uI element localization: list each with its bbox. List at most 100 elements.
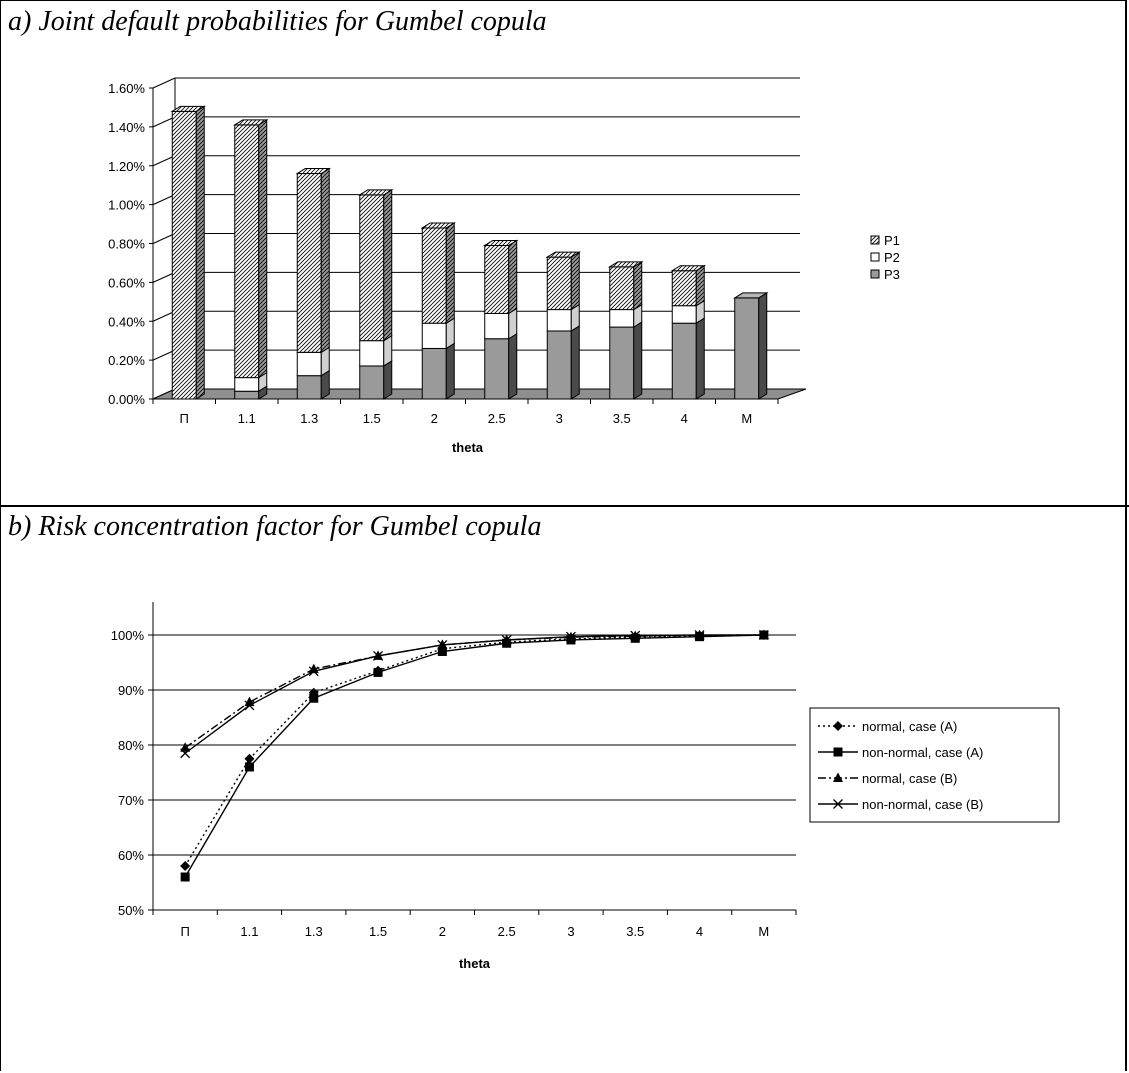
- bar-group: [545, 251, 581, 400]
- bar-top: [733, 292, 769, 299]
- point-x-b: [180, 748, 191, 759]
- x-tick-label: 3: [556, 411, 563, 426]
- y-tick-label: 60%: [118, 848, 144, 863]
- legend-box: [809, 707, 1060, 823]
- x-tick-label: 3.5: [626, 924, 644, 939]
- series-0: [180, 630, 769, 871]
- y-tick-label: 1.20%: [108, 159, 145, 174]
- bar-p1: [484, 244, 510, 314]
- point-x: [565, 631, 576, 642]
- x-tick-label: 1.5: [363, 411, 381, 426]
- x-tick-label: 2: [431, 411, 438, 426]
- bar-group: [233, 119, 269, 400]
- chart-b-risk-concentration: 50% 60% 70% 80% 90% 100% Π 1.1 1.3 1.5 2 2.5 3 3.5 4 Mt…: [111, 602, 1060, 971]
- point-triangle: [180, 742, 191, 752]
- legend-label: normal, case (A): [862, 719, 957, 734]
- bar-p3: [671, 322, 697, 400]
- bar-p3-side: [758, 292, 768, 400]
- bar-group: [733, 292, 769, 400]
- legend-label-p1: P1: [884, 233, 900, 248]
- panel-a-title: a) Joint default probabilities for Gumbe…: [8, 6, 547, 37]
- point-x: [373, 650, 384, 661]
- y-tick-label: 0.40%: [108, 314, 145, 329]
- bar-top: [233, 119, 269, 126]
- y-tick-label: 50%: [118, 903, 144, 918]
- x-tick-label: 3: [567, 924, 574, 939]
- point-x: [694, 630, 705, 640]
- series-line: [184, 634, 764, 867]
- bar-p3: [421, 347, 447, 400]
- point-square: [180, 872, 190, 882]
- bar-top: [420, 222, 456, 229]
- x-tick-label: 2: [439, 924, 446, 939]
- x-tick-label: Π: [180, 411, 189, 426]
- point-diamond: [180, 861, 191, 871]
- legend-swatch-p3: [870, 269, 880, 279]
- bar-p3-side: [633, 321, 643, 400]
- gridline-depth: [152, 271, 176, 283]
- bar-p3-side: [383, 360, 393, 400]
- bar-p3-side: [695, 317, 705, 400]
- bar-p2: [609, 309, 635, 328]
- point-x-b: [758, 630, 769, 640]
- point-square: [373, 667, 383, 677]
- gridline-depth: [152, 194, 176, 206]
- legend-label: non-normal, case (A): [862, 745, 983, 760]
- point-x-b: [501, 634, 512, 645]
- bar-p3: [296, 375, 322, 400]
- bar-p2: [421, 322, 447, 349]
- point-square: [244, 762, 254, 772]
- y-tick-label: 0.20%: [108, 353, 145, 368]
- gridline-depth: [152, 155, 176, 167]
- legend-marker-square: [833, 747, 843, 757]
- point-x: [437, 639, 448, 650]
- bar-p1-side: [320, 167, 330, 354]
- bar-p2: [296, 351, 322, 377]
- legend: normal, case (A) non-normal, case (A) norm…: [809, 707, 1060, 823]
- bar-group: [670, 264, 706, 400]
- x-axis-title: theta: [452, 440, 484, 455]
- bar-top: [170, 105, 206, 112]
- bar-p1: [609, 266, 635, 311]
- point-x: [180, 748, 191, 759]
- point-x: [501, 634, 512, 645]
- series-line: [184, 634, 764, 878]
- bar-p2: [546, 309, 572, 332]
- gridline-depth: [152, 116, 176, 128]
- series-1: [180, 630, 769, 882]
- y-tick-label: 70%: [118, 793, 144, 808]
- point-x: [758, 630, 769, 640]
- point-x: [244, 700, 255, 711]
- bar-top: [670, 265, 706, 272]
- bar-top: [545, 251, 581, 258]
- bar-p2: [484, 312, 510, 340]
- bar-p3-side: [570, 325, 580, 400]
- x-tick-label: M: [741, 411, 752, 426]
- x-tick-label: 3.5: [613, 411, 631, 426]
- y-tick-label: 90%: [118, 683, 144, 698]
- bar-p1-side: [570, 251, 580, 311]
- gridline-depth: [152, 310, 176, 322]
- bar-p1: [359, 194, 385, 342]
- y-tick-label: 1.60%: [108, 81, 145, 96]
- legend-label: non-normal, case (B): [862, 797, 983, 812]
- bar-p1-side: [633, 260, 643, 311]
- series-line: [184, 634, 764, 749]
- legend-swatch-p1: [870, 235, 880, 245]
- panel-b-title: b) Risk concentration factor for Gumbel …: [8, 511, 542, 542]
- bar-group: [295, 167, 331, 400]
- point-x-b: [694, 630, 705, 640]
- series-3: [180, 630, 769, 759]
- bar-group: [358, 189, 394, 400]
- gridline-depth: [152, 349, 176, 361]
- bar-top: [483, 239, 519, 246]
- bar-top: [358, 189, 394, 196]
- bar-p3: [359, 365, 385, 400]
- bar-group: [483, 239, 519, 400]
- bar-p3: [234, 390, 260, 400]
- bar-p1: [546, 256, 572, 311]
- x-tick-label: 1.1: [238, 411, 256, 426]
- bar-p3-side: [508, 332, 518, 400]
- y-tick-label: 1.00%: [108, 198, 145, 213]
- y-tick-label: 0.60%: [108, 275, 145, 290]
